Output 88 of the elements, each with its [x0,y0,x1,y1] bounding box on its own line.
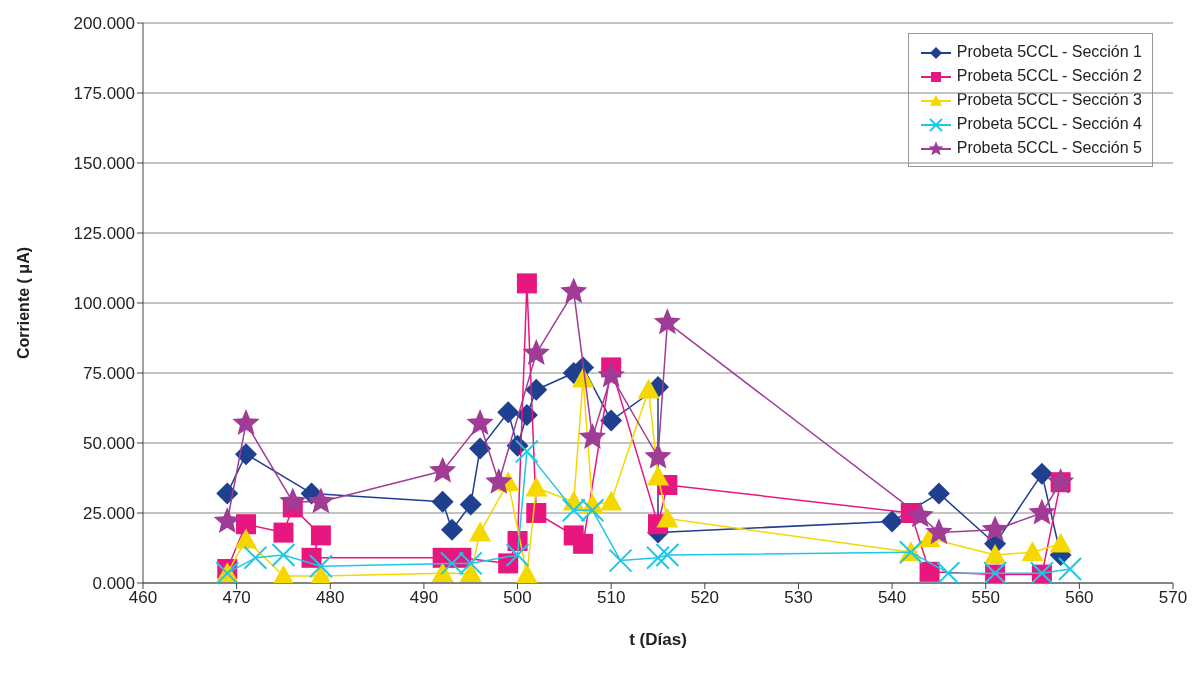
point [308,554,333,579]
point [1028,498,1056,525]
point [213,507,241,533]
y-tick-label: 125.000 [73,224,135,244]
legend-label: Probeta 5CCL - Sección 3 [955,90,1142,110]
point [1047,467,1075,494]
x-tick-label: 460 [128,588,158,608]
x-tick-label: 550 [971,588,1000,608]
point [279,487,307,514]
point [647,465,669,486]
point [505,543,530,567]
point [469,521,492,542]
y-tick-label: 200.000 [73,14,135,34]
point [469,437,492,460]
x-tick-label: 470 [222,588,251,608]
point [271,543,296,567]
point [981,515,1009,542]
x-tick-label: 530 [784,588,813,608]
point [429,456,457,483]
point [232,409,260,435]
point [273,522,294,543]
point [644,442,672,469]
legend-label: Probeta 5CCL - Sección 1 [955,42,1142,62]
point [637,378,660,399]
x-tick-label: 540 [877,588,907,608]
x-tick-label: 490 [409,588,439,608]
x-tick-label: 510 [596,588,626,608]
point [573,533,594,554]
y-axis-title: Corriente ( μA) [14,246,32,360]
point [608,548,633,573]
point [516,273,537,294]
point [1030,462,1053,485]
point [653,308,681,335]
legend-label: Probeta 5CCL - Sección 5 [955,138,1142,158]
point [881,510,904,533]
point [936,561,961,583]
point [919,561,940,582]
point [525,378,548,401]
y-tick-label: 150.000 [73,154,135,174]
x-axis-title: t (Días) [629,630,687,649]
point [441,518,463,541]
y-tick-label: 25.000 [83,504,135,524]
y-tick-label: 75.000 [83,364,135,384]
point [243,545,268,570]
y-tick-label: 175.000 [73,84,135,104]
point [646,545,670,570]
point [459,493,482,516]
point [600,490,623,511]
x-tick-label: 480 [316,588,345,608]
x-tick-label: 500 [503,588,532,608]
legend-label: Probeta 5CCL - Sección 2 [955,66,1142,86]
point [1049,532,1072,553]
point [655,543,680,567]
point [307,487,335,514]
point [514,439,539,464]
point [600,409,623,432]
point [459,562,482,582]
point [522,339,550,365]
point [578,423,607,449]
point [927,482,950,505]
point [310,525,331,546]
point [925,518,953,545]
point [431,490,454,513]
point [526,503,547,523]
point [597,361,625,388]
x-tick-label: 560 [1065,588,1094,608]
y-tick-label: 100.000 [73,294,135,314]
point [560,277,588,304]
point [466,409,494,435]
point [497,401,520,424]
point [485,467,513,494]
y-tick-label: 50.000 [83,434,135,454]
point [1058,557,1082,581]
point [515,563,538,583]
x-tick-label: 570 [1158,588,1188,608]
point [431,562,454,582]
point [236,514,256,535]
point [656,507,679,528]
point [216,482,239,505]
point [272,565,295,583]
point [235,443,257,466]
point [235,528,257,549]
point [984,544,1007,564]
x-tick-label: 520 [690,588,720,608]
point [525,476,548,497]
point [906,501,934,528]
point [1021,541,1044,561]
legend-label: Probeta 5CCL - Sección 4 [955,114,1142,134]
